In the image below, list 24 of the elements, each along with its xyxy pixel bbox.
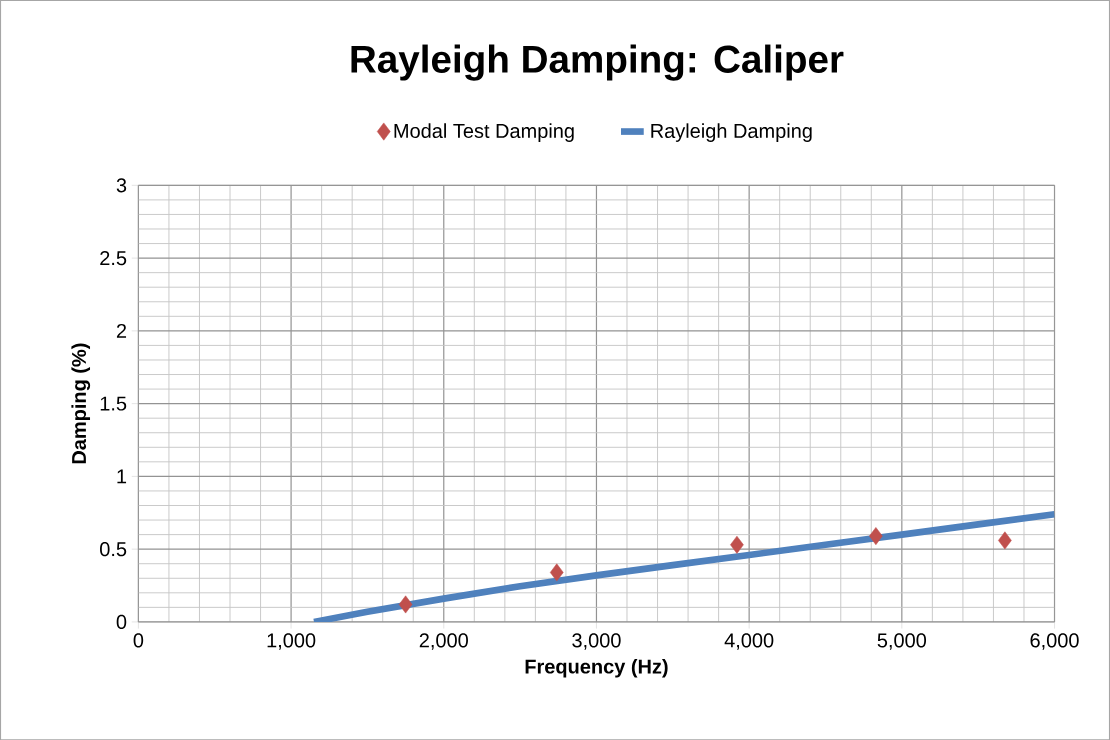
y-tick-label: 1.5	[100, 396, 127, 411]
x-tick-label: 1,000	[267, 633, 316, 650]
legend-label: Rayleigh Damping	[651, 123, 812, 142]
point	[550, 563, 564, 582]
y-tick-label: 0	[116, 614, 127, 629]
y-tick-label: 1	[117, 469, 127, 484]
y-tick-label: 2	[116, 323, 127, 338]
x-tick-label: 6,000	[1030, 633, 1079, 650]
x-tick-label: 0	[133, 633, 144, 648]
point	[398, 595, 413, 614]
point	[730, 535, 744, 554]
x-axis-title: Frequency (Hz)	[525, 658, 668, 678]
y-tick-label: 0.5	[100, 541, 127, 557]
x-tick-label: 2,000	[419, 633, 468, 650]
chart-title: Rayleigh Damping: Caliper	[351, 44, 844, 81]
point	[998, 531, 1012, 550]
x-tick-label: 4,000	[724, 633, 774, 650]
x-tick-label: 3,000	[572, 633, 621, 650]
y-axis-title: Damping (%)	[71, 343, 91, 464]
y-tick-label: 3	[116, 178, 127, 193]
y-tick-label: 2.5	[100, 250, 127, 265]
point	[869, 526, 883, 545]
legend-label: Modal Test Damping	[394, 123, 574, 142]
x-tick-label: 5,000	[877, 633, 927, 650]
